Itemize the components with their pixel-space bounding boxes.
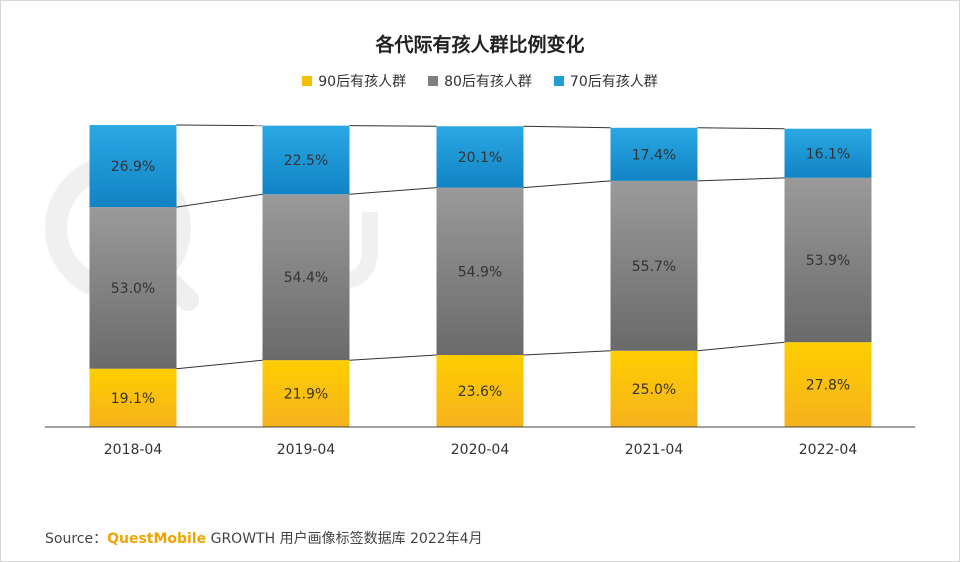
data-label-90s-2020-04: 23.6%: [458, 384, 502, 400]
bar-90s-2018-04: [89, 368, 177, 427]
connector-line-90s: [349, 354, 437, 361]
data-label-90s-2019-04: 21.9%: [284, 387, 328, 403]
connector-line-70s: [349, 125, 437, 127]
data-label-90s-2018-04: 19.1%: [111, 391, 155, 407]
bar-80s-2021-04: [610, 180, 698, 351]
data-label-70s-2022-04: 16.1%: [806, 146, 850, 162]
data-label-70s-2020-04: 20.1%: [458, 150, 502, 166]
data-label-80s-2018-04: 53.0%: [111, 281, 155, 297]
connector-line-90s: [697, 341, 785, 352]
x-tick-label-2021-04: 2021-04: [625, 442, 684, 458]
connector-line-90s: [523, 350, 611, 356]
connector-line-80s: [349, 187, 437, 195]
source-note: Source：QuestMobile GROWTH 用户画像标签数据库 2022…: [45, 528, 483, 548]
x-tick-label-2022-04: 2022-04: [799, 442, 858, 458]
bar-90s-2021-04: [610, 350, 698, 427]
data-label-70s-2018-04: 26.9%: [111, 159, 155, 175]
bar-70s-2019-04: [262, 125, 350, 195]
connector-line-80s: [697, 177, 785, 182]
bar-90s-2020-04: [436, 355, 524, 427]
bar-70s-2021-04: [610, 127, 698, 181]
legend-item-80s: 80后有孩人群: [428, 71, 532, 91]
connector-line-70s: [697, 127, 785, 130]
bar-80s-2020-04: [436, 187, 524, 356]
data-label-80s-2021-04: 55.7%: [632, 259, 676, 275]
bar-70s-2020-04: [436, 126, 524, 188]
legend-label-70s: 70后有孩人群: [569, 74, 658, 90]
data-label-90s-2022-04: 27.8%: [806, 378, 850, 394]
connector-line-80s: [176, 193, 263, 208]
source-prefix: Source：: [45, 531, 108, 547]
legend-item-70s: 70后有孩人群: [553, 71, 658, 91]
x-tick-label-2020-04: 2020-04: [451, 442, 510, 458]
source-brand: QuestMobile: [107, 531, 207, 547]
bar-90s-2019-04: [262, 360, 350, 427]
data-label-70s-2019-04: 22.5%: [284, 153, 328, 169]
bar-70s-2022-04: [784, 128, 872, 178]
data-label-70s-2021-04: 17.4%: [632, 147, 676, 163]
source-text: GROWTH 用户画像标签数据库 2022年4月: [210, 531, 483, 547]
x-tick-label-2019-04: 2019-04: [277, 442, 336, 458]
legend-label-90s: 90后有孩人群: [318, 74, 407, 90]
connector-line-80s: [523, 180, 611, 189]
legend-swatch-90s: [302, 76, 313, 86]
data-label-80s-2022-04: 53.9%: [806, 253, 850, 269]
data-label-90s-2021-04: 25.0%: [632, 382, 676, 398]
legend-swatch-70s: [553, 76, 564, 86]
legend-swatch-80s: [428, 76, 439, 86]
bar-80s-2019-04: [262, 194, 350, 361]
connector-line-90s: [176, 359, 263, 370]
bar-80s-2018-04: [89, 207, 177, 369]
data-label-80s-2019-04: 54.4%: [284, 270, 328, 286]
bar-80s-2022-04: [784, 177, 872, 343]
data-label-80s-2020-04: 54.9%: [458, 264, 502, 280]
legend-item-90s: 90后有孩人群: [302, 71, 406, 91]
bar-70s-2018-04: [89, 125, 177, 208]
connector-line-70s: [176, 124, 263, 127]
legend: 90后有孩人群 80后有孩人群 70后有孩人群: [0, 71, 960, 91]
x-tick-label-2018-04: 2018-04: [104, 442, 163, 458]
connector-line-70s: [523, 125, 611, 129]
legend-label-80s: 80后有孩人群: [444, 74, 532, 90]
bar-90s-2022-04: [784, 342, 872, 427]
chart-title: 各代际有孩人群比例变化: [375, 34, 585, 56]
